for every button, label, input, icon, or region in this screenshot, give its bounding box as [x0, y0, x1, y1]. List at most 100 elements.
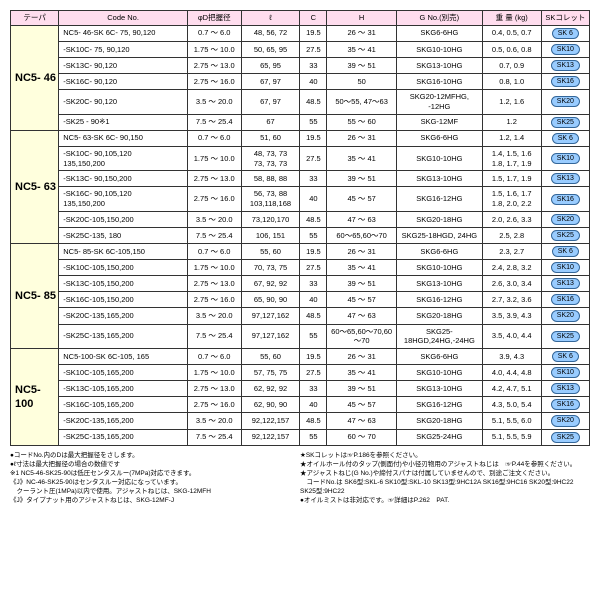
- sk-badge: SK16: [551, 194, 580, 205]
- cell-l: 55, 60: [241, 349, 300, 365]
- cell-d: 2.75 ～ 13.0: [187, 57, 241, 73]
- cell-code: NC5- 46-SK 6C- 75, 90,120: [59, 25, 188, 41]
- cell-l: 62, 90, 90: [241, 397, 300, 413]
- sk-badge: SK25: [551, 432, 580, 443]
- sk-badge: SK13: [551, 383, 580, 394]
- cell-g: SKG13-10HG: [396, 57, 482, 73]
- cell-g: SKG13-10HG: [396, 276, 482, 292]
- note-line: ★SKコレットは☞P.186を参照ください。: [300, 451, 590, 460]
- cell-h: 39 ～ 51: [327, 171, 397, 187]
- table-row: -SK25C-135,165,2007.5 ～ 25.497,127,16255…: [11, 324, 590, 349]
- sk-badge: SK20: [551, 415, 580, 426]
- cell-l: 106, 151: [241, 228, 300, 244]
- cell-l: 51, 60: [241, 130, 300, 146]
- cell-w: 1.2, 1.4: [482, 130, 541, 146]
- cell-l: 65, 95: [241, 57, 300, 73]
- cell-l: 62, 92, 92: [241, 381, 300, 397]
- cell-code: -SK16C-105,150,200: [59, 292, 188, 308]
- table-row: -SK20C-135,165,2003.5 ～ 20.092,122,15748…: [11, 413, 590, 429]
- table-row: -SK13C-105,165,2002.75 ～ 13.062, 92, 923…: [11, 381, 590, 397]
- cell-c: 27.5: [300, 146, 327, 171]
- sk-badge: SK16: [551, 76, 580, 87]
- cell-c: 19.5: [300, 25, 327, 41]
- cell-l: 92,122,157: [241, 429, 300, 445]
- table-row: -SK25C-135,165,2007.5 ～ 25.492,122,15755…: [11, 429, 590, 445]
- cell-c: 19.5: [300, 349, 327, 365]
- cell-c: 33: [300, 171, 327, 187]
- sk-badge: SK20: [551, 96, 580, 107]
- cell-sk: SK20: [541, 413, 589, 429]
- spec-table: テーパCode No.φD把握径ℓCHG No.(別売)重 量 (kg)SKコレ…: [10, 10, 590, 446]
- cell-c: 40: [300, 74, 327, 90]
- sk-badge: SK16: [551, 294, 580, 305]
- cell-sk: SK10: [541, 365, 589, 381]
- col-header: 重 量 (kg): [482, 11, 541, 26]
- cell-w: 4.0, 4.4, 4.8: [482, 365, 541, 381]
- cell-d: 7.5 ～ 25.4: [187, 114, 241, 130]
- cell-w: 0.7, 0.9: [482, 57, 541, 73]
- cell-sk: SK10: [541, 260, 589, 276]
- sk-badge: SK20: [551, 310, 580, 321]
- cell-l: 97,127,162: [241, 308, 300, 324]
- cell-code: NC5- 63-SK 6C- 90,150: [59, 130, 188, 146]
- cell-g: SKG6-6HG: [396, 349, 482, 365]
- cell-w: 2.5, 2.8: [482, 228, 541, 244]
- cell-g: SKG20-18HG: [396, 413, 482, 429]
- cell-sk: SK13: [541, 381, 589, 397]
- sk-badge: SK16: [551, 399, 580, 410]
- col-header: φD把握径: [187, 11, 241, 26]
- cell-d: 0.7 ～ 6.0: [187, 349, 241, 365]
- cell-l: 65, 90, 90: [241, 292, 300, 308]
- table-row: -SK10C- 90,105,120135,150,2001.75 ～ 10.0…: [11, 146, 590, 171]
- sk-badge: SK20: [551, 214, 580, 225]
- cell-sk: SK16: [541, 187, 589, 212]
- cell-l: 57, 75, 75: [241, 365, 300, 381]
- cell-sk: SK10: [541, 41, 589, 57]
- cell-c: 55: [300, 228, 327, 244]
- cell-code: -SK20C-105,150,200: [59, 211, 188, 227]
- cell-d: 1.75 ～ 10.0: [187, 365, 241, 381]
- cell-c: 33: [300, 381, 327, 397]
- cell-w: 0.8, 1.0: [482, 74, 541, 90]
- cell-w: 2.0, 2.6, 3.3: [482, 211, 541, 227]
- cell-g: SKG25-24HG: [396, 429, 482, 445]
- note-line: ●ℓ寸法は最大把握径の場合の数値です: [10, 460, 300, 469]
- cell-h: 45 ～ 57: [327, 187, 397, 212]
- cell-d: 2.75 ～ 16.0: [187, 397, 241, 413]
- cell-w: 2.4, 2.8, 3.2: [482, 260, 541, 276]
- cell-sk: SK16: [541, 292, 589, 308]
- cell-h: 50～55, 47～63: [327, 90, 397, 115]
- cell-h: 35 ～ 41: [327, 146, 397, 171]
- cell-h: 26 ～ 31: [327, 244, 397, 260]
- cell-h: 60～65,60～70,60～70: [327, 324, 397, 349]
- cell-c: 55: [300, 429, 327, 445]
- cell-d: 0.7 ～ 6.0: [187, 25, 241, 41]
- table-row: -SK10C-105,165,2001.75 ～ 10.057, 75, 752…: [11, 365, 590, 381]
- cell-g: SKG13-10HG: [396, 381, 482, 397]
- cell-w: 5.1, 5.5, 5.9: [482, 429, 541, 445]
- table-row: -SK13C- 90,150,2002.75 ～ 13.058, 88, 883…: [11, 171, 590, 187]
- cell-h: 60 ～ 70: [327, 429, 397, 445]
- table-row: -SK20C-105,150,2003.5 ～ 20.073,120,17048…: [11, 211, 590, 227]
- cell-l: 97,127,162: [241, 324, 300, 349]
- cell-sk: SK13: [541, 276, 589, 292]
- cell-sk: SK 6: [541, 349, 589, 365]
- cell-code: -SK13C-105,165,200: [59, 381, 188, 397]
- cell-c: 19.5: [300, 244, 327, 260]
- cell-l: 48, 73, 7373, 73, 73: [241, 146, 300, 171]
- cell-h: 55 ～ 60: [327, 114, 397, 130]
- sk-badge: SK13: [551, 173, 580, 184]
- table-row: NC5- 63NC5- 63-SK 6C- 90,1500.7 ～ 6.051,…: [11, 130, 590, 146]
- cell-w: 3.5, 3.9, 4.3: [482, 308, 541, 324]
- cell-h: 35 ～ 41: [327, 260, 397, 276]
- cell-g: SKG10-10HG: [396, 41, 482, 57]
- cell-h: 39 ～ 51: [327, 276, 397, 292]
- cell-c: 48.5: [300, 308, 327, 324]
- cell-code: NC5-100-SK 6C-105, 165: [59, 349, 188, 365]
- table-header: テーパCode No.φD把握径ℓCHG No.(別売)重 量 (kg)SKコレ…: [11, 11, 590, 26]
- cell-l: 92,122,157: [241, 413, 300, 429]
- cell-sk: SK 6: [541, 244, 589, 260]
- sk-badge: SK 6: [552, 246, 579, 257]
- sk-badge: SK13: [551, 278, 580, 289]
- cell-c: 48.5: [300, 413, 327, 429]
